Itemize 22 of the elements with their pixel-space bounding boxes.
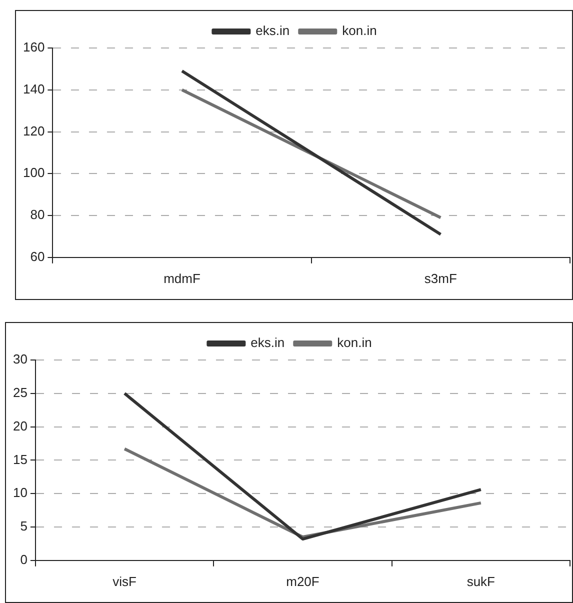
y-tick-label: 100 [22,165,45,180]
x-tick-label: m20F [286,574,320,589]
x-tick-label: sukF [466,574,496,589]
legend-label: kon.in [337,335,372,350]
y-tick-label: 120 [22,123,45,138]
y-tick-label: 160 [22,40,45,55]
y-tick-label: 60 [30,248,45,264]
y-tick-label: 15 [12,452,28,467]
y-tick-label: 20 [12,418,28,434]
y-tick-label: 5 [20,518,28,534]
x-tick-label: s3mF [424,270,457,286]
y-tick-label: 140 [22,81,45,96]
y-tick-label: 0 [20,552,28,567]
legend-label: kon.in [342,23,377,38]
y-tick-label: 25 [12,384,28,400]
y-tick-label: 30 [12,352,28,367]
legend-label: eks.in [250,335,285,350]
x-tick-label: visF [112,574,137,589]
x-tick-label: mdmF [164,270,200,286]
y-tick-label: 80 [30,207,45,222]
legend-label: eks.in [256,23,290,38]
y-tick-label: 10 [12,485,28,500]
